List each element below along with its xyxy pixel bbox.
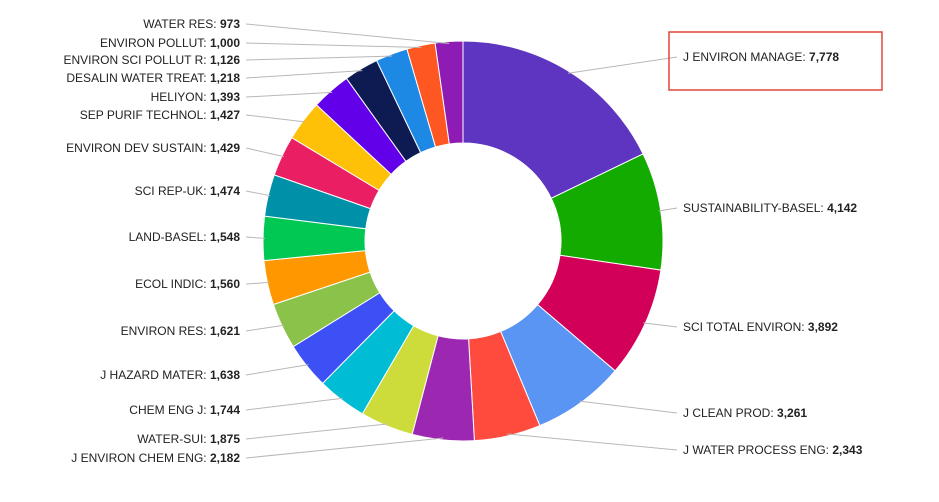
leader-j-clean-prod xyxy=(579,400,678,414)
slice-water-res[interactable] xyxy=(434,40,464,145)
label-value-sci-total-environ: 3,892 xyxy=(808,320,838,334)
label-value-environ-dev-sustain: 1,429 xyxy=(210,141,240,155)
label-category-j-environ-manage: J ENVIRON MANAGE: xyxy=(683,50,809,64)
label-category-environ-res: ENVIRON RES: xyxy=(121,324,210,338)
slice-j-environ-manage[interactable] xyxy=(462,40,644,199)
label-sep-purif-technol: SEP PURIF TECHNOL: 1,427 xyxy=(80,108,241,122)
leader-water-sui xyxy=(245,423,388,440)
label-category-ecol-indic: ECOL INDIC: xyxy=(135,277,210,291)
leader-environ-pollut xyxy=(245,42,422,48)
label-value-sci-rep-uk: 1,474 xyxy=(210,184,240,198)
donut-slices xyxy=(262,40,664,442)
leader-sustainability-basel xyxy=(658,207,678,212)
label-category-desalin-water-treat: DESALIN WATER TREAT: xyxy=(66,71,210,85)
label-value-j-clean-prod: 3,261 xyxy=(777,406,807,420)
label-category-environ-pollut: ENVIRON POLLUT: xyxy=(100,36,210,50)
label-value-sustainability-basel: 4,142 xyxy=(827,201,857,215)
label-value-water-res: 973 xyxy=(220,17,240,31)
label-water-res: WATER RES: 973 xyxy=(143,17,240,31)
leader-heliyon xyxy=(245,91,333,98)
label-category-water-sui: WATER-SUI: xyxy=(137,432,210,446)
leader-ecol-indic xyxy=(245,281,270,285)
label-j-clean-prod: J CLEAN PROD: 3,261 xyxy=(683,406,807,420)
label-category-sustainability-basel: SUSTAINABILITY-BASEL: xyxy=(683,201,827,215)
leader-j-environ-manage xyxy=(568,56,678,74)
leader-land-basel xyxy=(245,236,266,239)
label-category-chem-eng-j: CHEM ENG J: xyxy=(129,403,210,417)
label-ecol-indic: ECOL INDIC: 1,560 xyxy=(135,277,240,291)
label-value-environ-sci-pollut-r: 1,126 xyxy=(210,53,240,67)
label-value-j-hazard-mater: 1,638 xyxy=(210,368,240,382)
label-value-environ-res: 1,621 xyxy=(210,324,240,338)
label-category-j-water-process-eng: J WATER PROCESS ENG: xyxy=(683,443,832,457)
label-category-j-hazard-mater: J HAZARD MATER: xyxy=(100,368,210,382)
label-environ-res: ENVIRON RES: 1,621 xyxy=(121,324,241,338)
leader-lines xyxy=(245,23,678,459)
label-desalin-water-treat: DESALIN WATER TREAT: 1,218 xyxy=(66,71,240,85)
label-value-heliyon: 1,393 xyxy=(210,90,240,104)
label-value-j-environ-chem-eng: 2,182 xyxy=(210,451,240,465)
label-sci-total-environ: SCI TOTAL ENVIRON: 3,892 xyxy=(683,320,838,334)
leader-chem-eng-j xyxy=(245,397,343,411)
label-water-sui: WATER-SUI: 1,875 xyxy=(137,432,240,446)
slice-labels: J ENVIRON MANAGE: 7,778 SUSTAINABILITY-BA… xyxy=(63,17,862,465)
label-category-heliyon: HELIYON: xyxy=(151,90,210,104)
highlight-box xyxy=(668,31,883,91)
label-j-water-process-eng: J WATER PROCESS ENG: 2,343 xyxy=(683,443,863,457)
leader-sep-purif-technol xyxy=(245,114,305,123)
leader-desalin-water-treat xyxy=(245,70,363,79)
label-environ-sci-pollut-r: ENVIRON SCI POLLUT R: 1,126 xyxy=(63,53,240,67)
label-sci-rep-uk: SCI REP-UK: 1,474 xyxy=(135,184,241,198)
label-category-j-environ-chem-eng: J ENVIRON CHEM ENG: xyxy=(71,451,210,465)
label-heliyon: HELIYON: 1,393 xyxy=(151,90,241,104)
label-land-basel: LAND-BASEL: 1,548 xyxy=(129,230,241,244)
label-value-ecol-indic: 1,560 xyxy=(210,277,240,291)
label-value-land-basel: 1,548 xyxy=(210,230,240,244)
label-value-desalin-water-treat: 1,218 xyxy=(210,71,240,85)
label-category-environ-dev-sustain: ENVIRON DEV SUSTAIN: xyxy=(66,141,210,155)
label-value-j-environ-manage: 7,778 xyxy=(809,50,839,64)
label-value-chem-eng-j: 1,744 xyxy=(210,403,240,417)
label-category-sep-purif-technol: SEP PURIF TECHNOL: xyxy=(80,108,210,122)
leader-environ-res xyxy=(245,324,284,332)
leader-j-water-process-eng xyxy=(507,433,678,451)
label-value-water-sui: 1,875 xyxy=(210,432,240,446)
leader-j-environ-chem-eng xyxy=(245,437,444,459)
label-category-land-basel: LAND-BASEL: xyxy=(129,230,210,244)
leader-environ-sci-pollut-r xyxy=(245,55,393,61)
leader-environ-dev-sustain xyxy=(245,147,284,158)
label-category-sci-rep-uk: SCI REP-UK: xyxy=(135,184,210,198)
label-value-j-water-process-eng: 2,343 xyxy=(832,443,862,457)
label-category-j-clean-prod: J CLEAN PROD: xyxy=(683,406,777,420)
label-category-sci-total-environ: SCI TOTAL ENVIRON: xyxy=(683,320,808,334)
leader-sci-rep-uk xyxy=(245,190,271,197)
label-environ-dev-sustain: ENVIRON DEV SUSTAIN: 1,429 xyxy=(66,141,240,155)
label-j-environ-chem-eng: J ENVIRON CHEM ENG: 2,182 xyxy=(71,451,240,465)
label-value-sep-purif-technol: 1,427 xyxy=(210,108,240,122)
label-chem-eng-j: CHEM ENG J: 1,744 xyxy=(129,403,240,417)
label-j-environ-manage: J ENVIRON MANAGE: 7,778 xyxy=(683,50,839,64)
leader-j-hazard-mater xyxy=(245,364,309,376)
label-sustainability-basel: SUSTAINABILITY-BASEL: 4,142 xyxy=(683,201,857,215)
leader-sci-total-environ xyxy=(643,322,678,328)
leader-water-res xyxy=(245,23,450,44)
label-j-hazard-mater: J HAZARD MATER: 1,638 xyxy=(100,368,240,382)
label-value-environ-pollut: 1,000 xyxy=(210,36,240,50)
label-category-water-res: WATER RES: xyxy=(143,17,220,31)
label-category-environ-sci-pollut-r: ENVIRON SCI POLLUT R: xyxy=(63,53,209,67)
label-environ-pollut: ENVIRON POLLUT: 1,000 xyxy=(100,36,240,50)
